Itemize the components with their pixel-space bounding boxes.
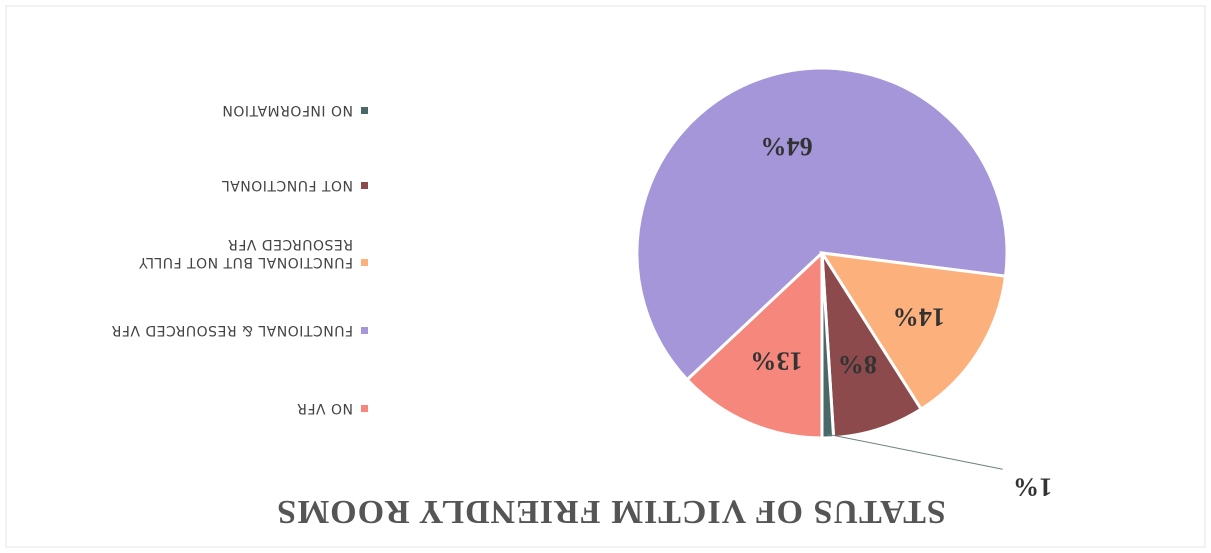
legend-item: FUNCTIONAL & RESOURCED VFR xyxy=(78,321,368,339)
frame xyxy=(5,5,1206,548)
legend-label: FUNCTIONAL BUT NOT FULLY RESOURCED VFR xyxy=(138,236,354,270)
legend-item: NOT FUNCTIONAL xyxy=(78,176,368,194)
data-label: 13% xyxy=(750,346,802,375)
data-label: 1% xyxy=(1013,472,1052,501)
data-label: 14% xyxy=(893,302,945,331)
pie-slice xyxy=(820,252,836,440)
pie-slice xyxy=(635,66,1009,382)
pie-slice xyxy=(819,251,1008,412)
legend-label: NOT FUNCTIONAL xyxy=(221,177,353,193)
pie-slice xyxy=(685,249,824,440)
legend-swatch xyxy=(361,259,368,266)
data-label: 64% xyxy=(761,132,813,161)
legend-swatch xyxy=(361,405,368,412)
legend-item: NO VFR xyxy=(78,399,368,417)
legend-item: NO INFORMATION xyxy=(78,101,368,119)
legend-label: FUNCTIONAL & RESOURCED VFR xyxy=(111,322,353,338)
legend-swatch xyxy=(361,327,368,334)
legend-label: NO VFR xyxy=(296,400,353,416)
leader-line xyxy=(827,433,1003,470)
chart-title: STATUS OF VICTIM FRIENDLY ROOMS xyxy=(276,493,946,530)
legend-swatch xyxy=(361,182,368,189)
pie-slice xyxy=(820,252,924,440)
legend-swatch xyxy=(361,107,368,114)
data-label: 8% xyxy=(838,350,877,379)
legend-item: FUNCTIONAL BUT NOT FULLY RESOURCED VFR xyxy=(78,235,368,271)
legend-label: NO INFORMATION xyxy=(221,102,353,118)
